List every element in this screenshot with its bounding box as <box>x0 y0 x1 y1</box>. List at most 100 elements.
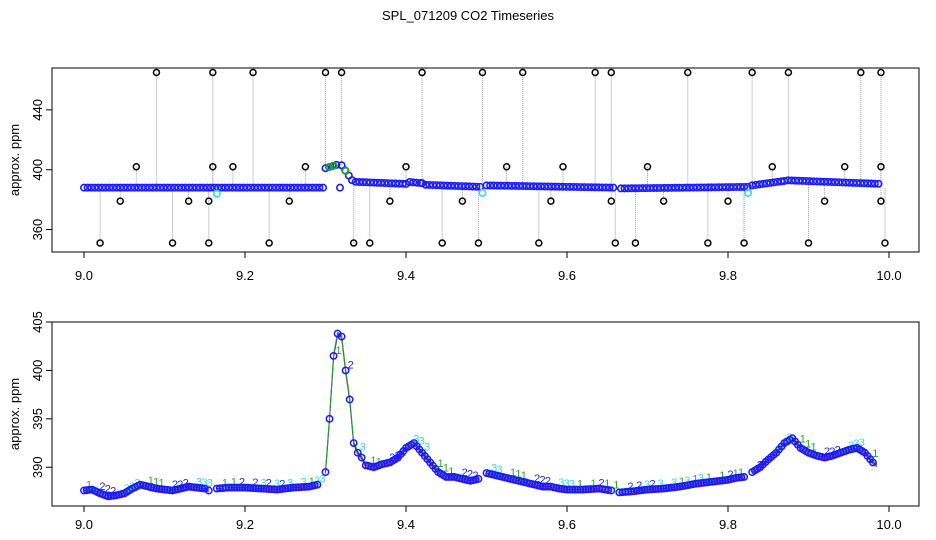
series-marker-label: 1 <box>86 480 92 492</box>
plot-area <box>80 68 889 247</box>
data-point <box>472 182 481 191</box>
data-point <box>656 183 665 192</box>
data-point <box>101 183 110 192</box>
data-point-green <box>329 161 338 170</box>
data-point <box>355 177 364 186</box>
series-marker-label: 3 <box>274 478 280 490</box>
data-point <box>780 176 789 185</box>
data-point <box>649 184 658 193</box>
series-marker-label: 3 <box>658 478 664 490</box>
data-point <box>145 183 154 192</box>
data-point <box>257 183 266 192</box>
data-point <box>838 178 847 187</box>
data-point <box>573 183 582 192</box>
data-point <box>341 366 350 375</box>
data-point <box>721 183 730 192</box>
data-point <box>576 485 585 494</box>
data-point <box>345 395 354 404</box>
series-marker-label: 2 <box>539 474 545 486</box>
data-point <box>852 179 861 188</box>
data-point <box>700 183 709 192</box>
data-point <box>598 183 607 192</box>
data-point <box>536 182 545 191</box>
spike-mid-high-point <box>229 162 237 171</box>
data-point <box>468 182 477 191</box>
spike-low-point <box>265 239 273 247</box>
series-marker-label: 1 <box>158 478 164 490</box>
spike-high-point <box>321 68 330 77</box>
data-point <box>682 183 691 192</box>
spike-high-point <box>418 68 426 77</box>
series-marker-label: 1 <box>510 467 516 479</box>
data-point <box>538 482 547 491</box>
data-point <box>366 178 375 187</box>
data-point <box>351 177 360 186</box>
data-point <box>654 484 663 493</box>
data-point <box>311 183 320 192</box>
data-point <box>457 182 466 191</box>
spike-high-point <box>857 68 865 77</box>
data-point <box>689 183 698 192</box>
data-point <box>856 179 865 188</box>
data-point <box>335 183 344 192</box>
data-point <box>648 485 657 494</box>
data-point <box>249 484 258 493</box>
spike-mid-low-point <box>184 197 193 205</box>
spike-low-point <box>366 239 374 247</box>
spike-mid-low-point <box>607 197 616 205</box>
series-marker-label: 1 <box>309 476 315 488</box>
data-point <box>246 483 255 492</box>
data-point <box>664 183 673 192</box>
data-point <box>525 182 534 191</box>
data-point <box>500 181 509 190</box>
data-point <box>518 182 527 191</box>
data-point <box>714 183 723 192</box>
series-marker-label: 1 <box>738 467 744 479</box>
series-marker-label: 3 <box>201 477 207 489</box>
data-point <box>230 483 239 492</box>
data-point <box>602 183 611 192</box>
data-point <box>261 183 270 192</box>
series-marker-label: 2 <box>252 477 258 489</box>
spike-high-point <box>877 68 885 77</box>
data-point <box>233 483 241 492</box>
spike-mid-low-point <box>458 197 467 205</box>
data-point <box>638 184 647 193</box>
data-point <box>565 485 574 494</box>
data-point <box>581 485 590 494</box>
data-point <box>181 183 190 192</box>
series-marker-label: 3 <box>671 477 677 489</box>
series-marker-label: 3 <box>491 463 497 475</box>
data-point <box>874 179 883 188</box>
x-tick-label: 9.2 <box>236 517 254 532</box>
spike-mid-low-point <box>116 197 124 205</box>
data-point <box>759 179 768 188</box>
data-point <box>816 177 825 186</box>
data-point <box>443 181 452 190</box>
data-point <box>94 183 103 192</box>
data-point <box>748 181 757 190</box>
data-point <box>300 183 309 192</box>
data-point <box>290 183 299 192</box>
series-marker-label: 3 <box>360 442 366 454</box>
x-tick-label: 9.0 <box>75 517 93 532</box>
spike-mid-high-point <box>301 162 310 171</box>
data-point <box>238 483 247 492</box>
data-point <box>358 178 367 187</box>
data-point-cyan <box>478 188 487 197</box>
series-marker-label: 3 <box>859 437 865 449</box>
series-marker-label: 2 <box>545 476 551 488</box>
data-point <box>787 176 796 185</box>
data-point <box>304 183 313 192</box>
series-marker-label: 2 <box>99 481 105 493</box>
data-point <box>447 181 456 190</box>
data-point <box>504 181 513 190</box>
data-point <box>609 183 618 192</box>
data-point <box>384 179 393 188</box>
series-marker-label: 3 <box>301 476 307 488</box>
data-point <box>380 179 389 188</box>
spike-mid-high-point <box>209 162 217 171</box>
series-marker-label: 3 <box>419 435 425 447</box>
data-point <box>152 183 161 192</box>
